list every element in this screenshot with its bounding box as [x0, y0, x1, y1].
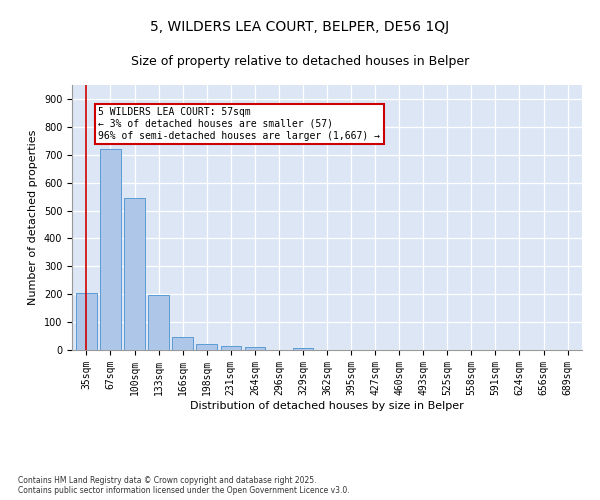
Bar: [76, 293, 97, 350]
Text: Size of property relative to detached houses in Belper: Size of property relative to detached ho…: [131, 55, 469, 68]
Text: 5 WILDERS LEA COURT: 57sqm
← 3% of detached houses are smaller (57)
96% of semi-: 5 WILDERS LEA COURT: 57sqm ← 3% of detac…: [98, 108, 380, 140]
Bar: [293, 348, 313, 350]
Bar: [100, 149, 121, 350]
Text: 5, WILDERS LEA COURT, BELPER, DE56 1QJ: 5, WILDERS LEA COURT, BELPER, DE56 1QJ: [151, 20, 449, 34]
Text: Contains HM Land Registry data © Crown copyright and database right 2025.
Contai: Contains HM Land Registry data © Crown c…: [18, 476, 350, 495]
Bar: [172, 337, 193, 350]
Bar: [196, 344, 217, 350]
Bar: [221, 346, 241, 350]
Bar: [245, 346, 265, 350]
Bar: [148, 295, 169, 350]
X-axis label: Distribution of detached houses by size in Belper: Distribution of detached houses by size …: [190, 400, 464, 410]
Y-axis label: Number of detached properties: Number of detached properties: [28, 130, 38, 305]
Bar: [124, 198, 145, 350]
